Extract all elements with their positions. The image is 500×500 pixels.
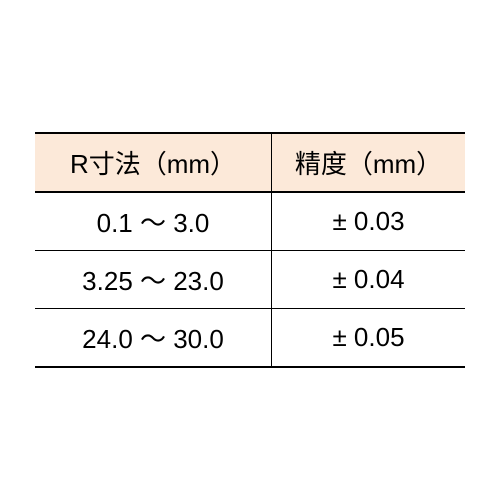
cell-range: 3.25 ～ 23.0: [35, 251, 272, 309]
table-row: 3.25 ～ 23.0 ± 0.04: [35, 251, 465, 309]
column-header-tolerance: 精度（mm）: [272, 133, 466, 192]
column-header-range: R寸法（mm）: [35, 133, 272, 192]
table-header-row: R寸法（mm） 精度（mm）: [35, 133, 465, 192]
cell-range: 24.0 ～ 30.0: [35, 309, 272, 368]
cell-tolerance: ± 0.04: [272, 251, 466, 309]
table-row: 0.1 ～ 3.0 ± 0.03: [35, 192, 465, 251]
spec-table-container: R寸法（mm） 精度（mm） 0.1 ～ 3.0 ± 0.03 3.25 ～ 2…: [35, 132, 465, 368]
cell-tolerance: ± 0.05: [272, 309, 466, 368]
cell-range: 0.1 ～ 3.0: [35, 192, 272, 251]
cell-tolerance: ± 0.03: [272, 192, 466, 251]
table-row: 24.0 ～ 30.0 ± 0.05: [35, 309, 465, 368]
spec-table: R寸法（mm） 精度（mm） 0.1 ～ 3.0 ± 0.03 3.25 ～ 2…: [35, 132, 465, 368]
